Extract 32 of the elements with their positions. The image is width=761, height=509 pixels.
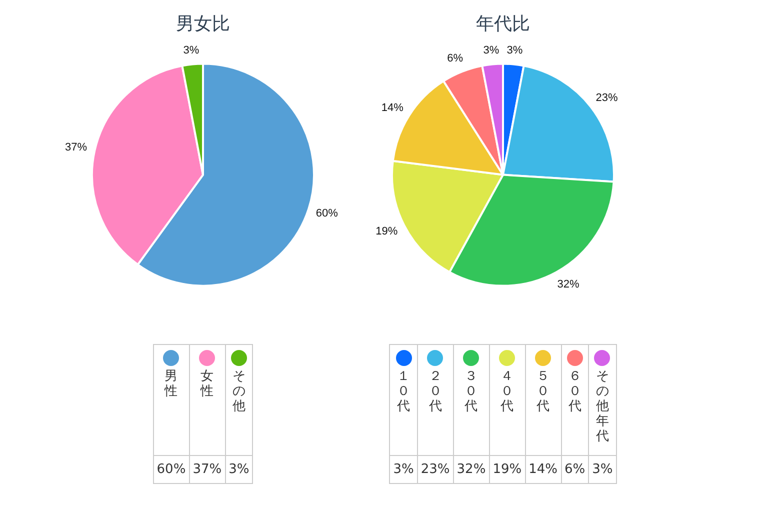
legend-label: その他 bbox=[232, 369, 246, 414]
data-label: 3% bbox=[183, 44, 200, 56]
chart-title: 年代比 bbox=[476, 13, 530, 34]
data-label: 37% bbox=[64, 142, 88, 154]
text: 23% bbox=[420, 462, 450, 477]
text: 6% bbox=[564, 462, 586, 477]
data-label: 23% bbox=[596, 92, 618, 104]
text: 60% bbox=[156, 462, 186, 477]
text: 3% bbox=[228, 462, 250, 477]
text: 14% bbox=[528, 462, 558, 477]
data-label: 19% bbox=[376, 226, 398, 238]
data-label: 3% bbox=[483, 44, 500, 56]
legend-label: ５０代 bbox=[536, 369, 550, 414]
legend-label: １０代 bbox=[397, 369, 410, 414]
chart-title: 男女比 bbox=[176, 13, 230, 34]
text: 37% bbox=[192, 462, 222, 477]
text: 3% bbox=[592, 462, 613, 477]
text: 32% bbox=[456, 462, 486, 477]
data-label: 3% bbox=[506, 44, 523, 56]
legend-label: 女性 bbox=[200, 369, 214, 399]
text: 19% bbox=[492, 462, 522, 477]
legend-label: その他年代 bbox=[596, 369, 609, 444]
legend-label: ４０代 bbox=[500, 369, 514, 414]
data-label: 14% bbox=[381, 102, 404, 114]
data-label: 32% bbox=[557, 278, 580, 290]
data-label: 6% bbox=[447, 52, 464, 65]
legend-label: ２０代 bbox=[428, 369, 442, 414]
data-label: 60% bbox=[316, 207, 338, 220]
legend-label: ３０代 bbox=[464, 369, 478, 414]
legend-label: 男性 bbox=[164, 369, 178, 399]
legend-label: ６０代 bbox=[568, 369, 582, 414]
text: 3% bbox=[393, 462, 414, 477]
